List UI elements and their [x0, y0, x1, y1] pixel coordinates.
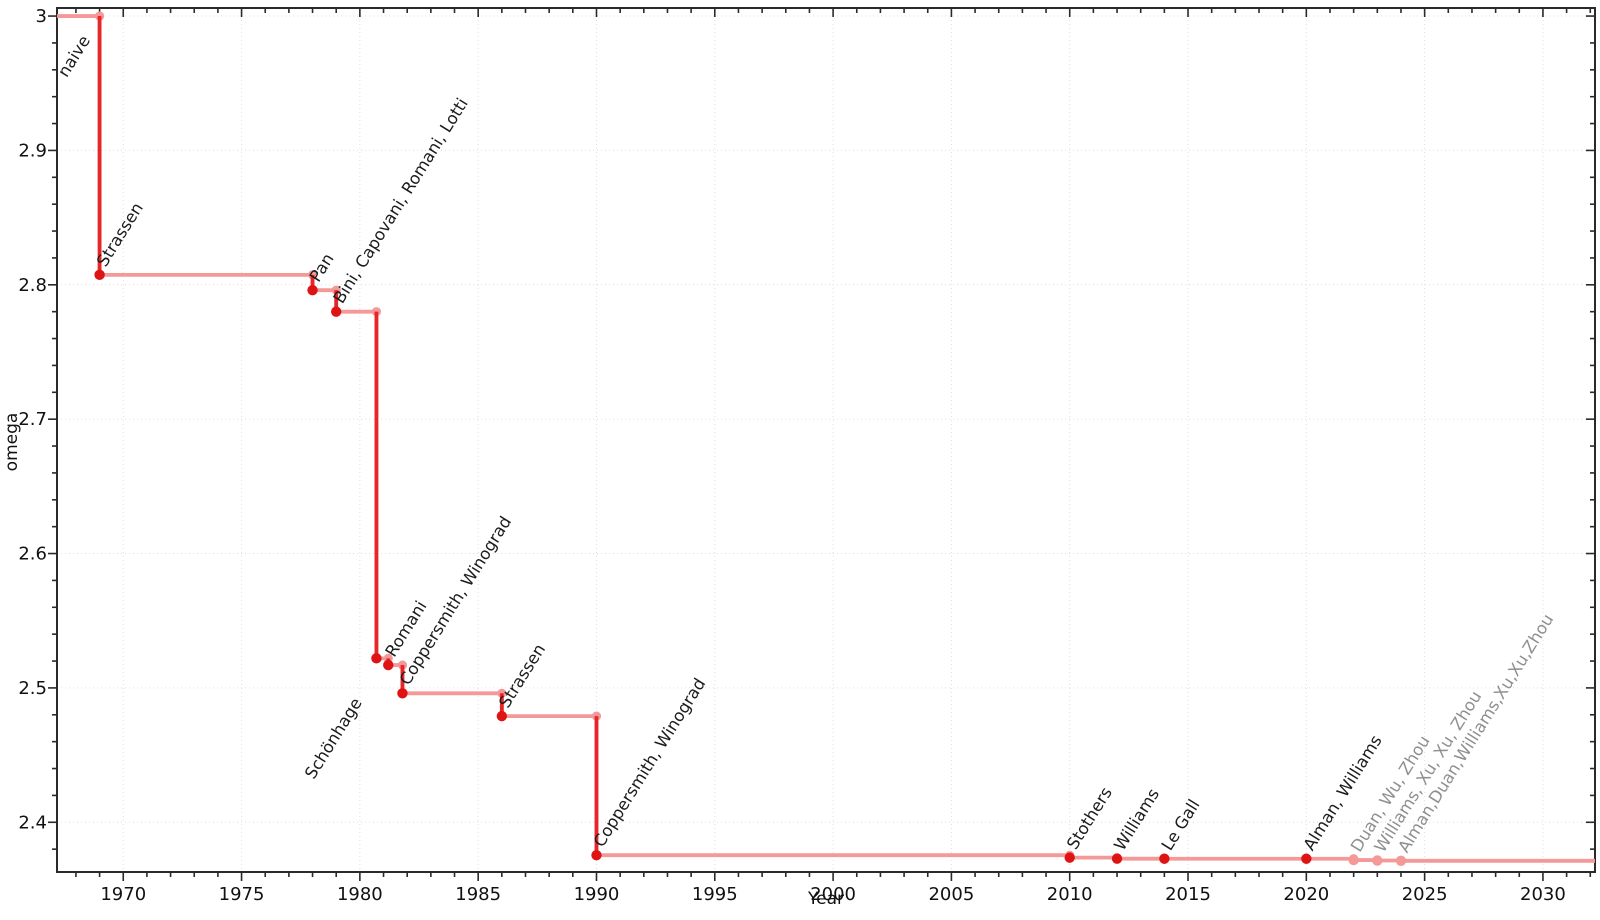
x-tick-label: 2030	[1520, 884, 1566, 905]
x-tick-label: 2020	[1283, 884, 1329, 905]
x-tick-label: 1985	[455, 884, 501, 905]
data-point	[591, 850, 602, 861]
plot-border	[56, 7, 1596, 873]
y-tick-label: 2.6	[18, 544, 47, 565]
series-layer	[57, 11, 1595, 866]
data-point	[1111, 853, 1123, 864]
point-label: naive	[54, 32, 94, 80]
point-label: Le Gall	[1158, 796, 1204, 854]
data-point	[1159, 853, 1170, 864]
y-tick-label: 2.8	[18, 275, 47, 296]
data-point	[1348, 854, 1359, 866]
point-label: Strassen	[495, 640, 549, 711]
step-line	[57, 14, 1595, 863]
point-label: Williams, Xu, Xu, Zhou	[1371, 688, 1486, 856]
x-tick-label: 1980	[337, 884, 383, 905]
grid-layer	[57, 8, 1595, 872]
axes-layer: 1970 1975 1980 1985 1990 1995 2000 2005 2010 2015…	[18, 6, 1596, 905]
point-label: Schönhage	[301, 694, 366, 782]
x-tick-label: 1975	[219, 884, 265, 905]
x-tick-label: 2015	[1165, 884, 1211, 905]
point-label: Coppersmith, Winograd	[590, 675, 710, 851]
data-point	[307, 284, 318, 296]
x-tick-label: 2005	[928, 884, 974, 905]
y-tick-label: 2.4	[18, 812, 47, 833]
point-label: Bini, Capovani, Romani, Lotti	[329, 95, 471, 307]
data-point	[383, 659, 394, 671]
data-point	[371, 653, 382, 664]
data-point	[331, 306, 342, 317]
data-point	[1395, 855, 1407, 866]
data-point	[94, 269, 105, 281]
data-point	[397, 688, 408, 699]
x-tick-label: 1970	[100, 884, 146, 905]
data-point	[1372, 855, 1383, 866]
y-axis-label: omega	[2, 413, 22, 472]
point-label: Pan	[306, 250, 338, 285]
x-tick-label: 2000	[810, 884, 856, 905]
data-point	[1064, 852, 1075, 863]
x-tick-label: 1995	[692, 884, 738, 905]
point-label: Stothers	[1063, 784, 1116, 853]
data-point	[1301, 853, 1312, 864]
x-tick-label: 1990	[574, 884, 620, 905]
data-point	[496, 710, 508, 722]
x-tick-label: 2010	[1047, 884, 1093, 905]
y-tick-label: 3	[36, 6, 47, 27]
y-tick-label: 2.9	[18, 140, 47, 161]
point-label: Williams	[1110, 785, 1163, 854]
x-tick-label: 2025	[1402, 884, 1448, 905]
x-axis-label: Year	[807, 889, 844, 909]
y-tick-label: 2.5	[18, 678, 47, 699]
y-tick-label: 2.7	[18, 409, 47, 430]
